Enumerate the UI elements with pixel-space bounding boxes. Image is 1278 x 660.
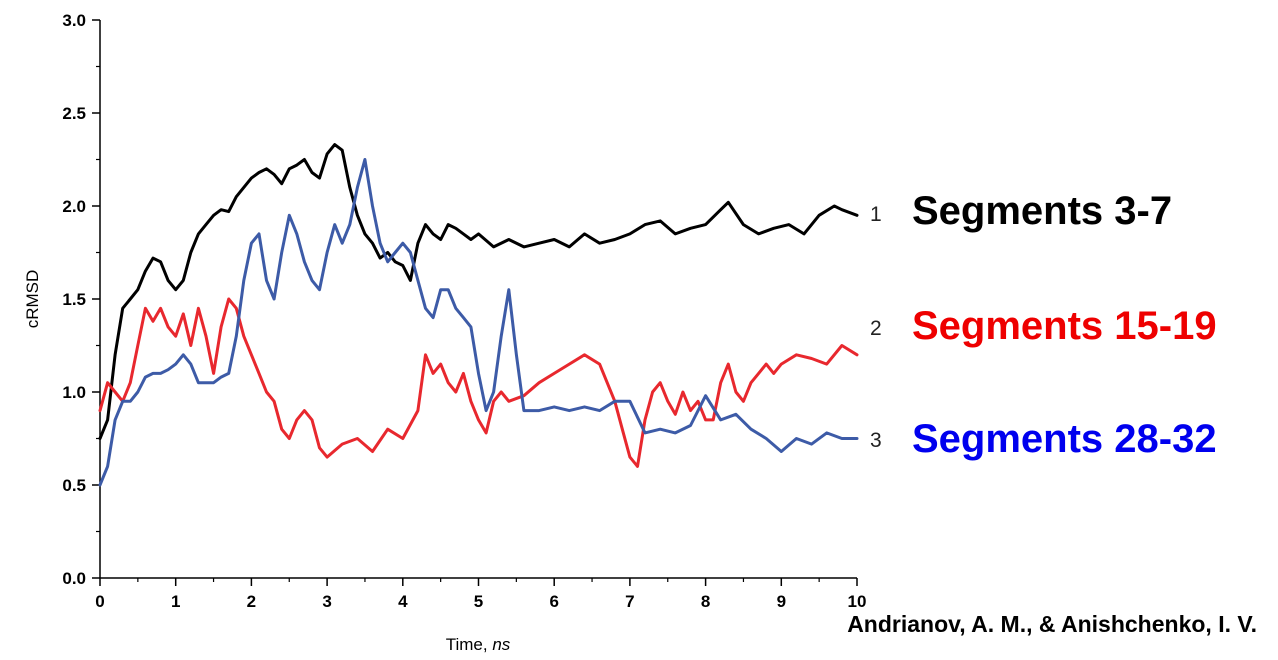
x-tick-label: 5 <box>474 592 483 611</box>
x-tick-label: 10 <box>848 592 867 611</box>
y-tick-label: 2.0 <box>62 197 86 216</box>
y-tick-label: 0.5 <box>62 476 86 495</box>
x-tick-label: 2 <box>247 592 256 611</box>
y-tick-label: 1.0 <box>62 383 86 402</box>
x-tick-label: 6 <box>549 592 558 611</box>
x-tick-label: 3 <box>322 592 331 611</box>
x-tick-label: 9 <box>777 592 786 611</box>
series-line-3 <box>98 158 859 487</box>
series-1-end-label: 1 <box>870 203 882 226</box>
y-tick-label: 2.5 <box>62 104 86 123</box>
legend-segments-28-32: Segments 28-32 <box>912 417 1217 461</box>
series-2-end-label: 2 <box>870 317 882 340</box>
citation: Andrianov, A. M., & Anishchenko, I. V. <box>847 611 1257 637</box>
series-3-end-label: 3 <box>870 429 882 452</box>
x-tick-label: 4 <box>398 592 408 611</box>
x-axis-title-unit: ns <box>492 635 510 654</box>
y-tick-label: 3.0 <box>62 11 86 30</box>
x-tick-label: 1 <box>171 592 180 611</box>
series-group <box>98 143 859 487</box>
legend-segments-15-19: Segments 15-19 <box>912 304 1217 348</box>
y-tick-label: 0.0 <box>62 569 86 588</box>
series-line-2 <box>98 297 859 468</box>
x-tick-label: 0 <box>95 592 104 611</box>
x-axis-title-text: Time, <box>446 635 493 654</box>
legend-segments-3-7: Segments 3-7 <box>912 189 1172 233</box>
axis-ticks: 0.0 0.5 1.0 1.5 2.0 2.5 3.0 0 1 2 3 4 5 6 7 8 9 10 <box>62 11 866 611</box>
series-line-1 <box>98 143 859 440</box>
x-tick-label: 8 <box>701 592 710 611</box>
y-tick-label: 1.5 <box>62 290 86 309</box>
x-tick-label: 7 <box>625 592 634 611</box>
x-axis-title: Time, ns <box>446 635 511 654</box>
y-axis-title: cRMSD <box>23 270 42 329</box>
